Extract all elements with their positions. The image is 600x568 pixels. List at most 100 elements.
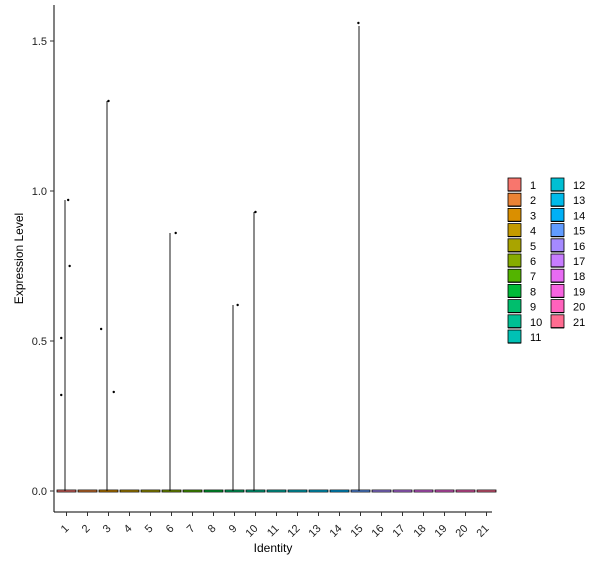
violin-19 <box>434 489 455 493</box>
violin-body <box>119 489 140 493</box>
legend-entry-18: 18 <box>550 268 585 283</box>
x-axis: 1 2 3 4 5 6 7 8 9 10 11 12 13 14 15 16 17 18 19 20 21 <box>54 511 492 540</box>
violin-14 <box>329 489 350 493</box>
legend-key <box>507 299 522 314</box>
violin-8 <box>203 489 224 493</box>
x-tick-label: 13 <box>306 523 323 540</box>
violin-body <box>182 489 203 493</box>
x-tick-label: 2 <box>80 523 93 536</box>
violin-body <box>308 489 329 493</box>
legend-label: 17 <box>573 256 585 268</box>
x-tick-label: 5 <box>143 523 156 536</box>
legend-entry-12: 12 <box>550 177 585 192</box>
violin-body <box>413 489 434 493</box>
legend-label: 15 <box>573 226 585 238</box>
legend-label: 3 <box>530 210 536 222</box>
legend-label: 16 <box>573 241 585 253</box>
x-tick-label: 14 <box>327 523 344 540</box>
legend-key <box>507 314 522 329</box>
x-tick-label: 7 <box>185 523 198 536</box>
legend-key <box>550 283 565 298</box>
legend-entry-21: 21 <box>550 314 585 329</box>
legend-key <box>550 314 565 329</box>
legend-key <box>507 177 522 192</box>
legend-key <box>507 283 522 298</box>
legend-label: 13 <box>573 195 585 207</box>
violin-12 <box>287 489 308 493</box>
x-tick-label: 4 <box>122 523 135 536</box>
legend-key <box>507 268 522 283</box>
legend-key <box>507 207 522 222</box>
data-point <box>99 327 103 331</box>
violin-body <box>224 489 245 493</box>
legend-key <box>507 329 522 344</box>
x-tick-label: 1 <box>59 523 72 536</box>
legend-key <box>550 268 565 283</box>
violin-7 <box>182 489 203 493</box>
legend-entry-2: 2 <box>507 192 536 207</box>
legend-entry-20: 20 <box>550 299 585 314</box>
violin-body <box>455 489 476 493</box>
legend-key <box>507 253 522 268</box>
legend-key <box>550 207 565 222</box>
violin-4 <box>119 489 140 493</box>
legend-key <box>507 238 522 253</box>
legend-label: 4 <box>530 226 536 238</box>
violin-10 <box>245 212 266 493</box>
violin-body <box>266 489 287 493</box>
x-tick-label: 3 <box>101 523 114 536</box>
data-point <box>60 336 63 340</box>
violin-body <box>329 489 350 493</box>
legend-entry-4: 4 <box>507 223 536 238</box>
violin-body <box>350 489 371 493</box>
data-point <box>107 99 110 103</box>
violin-body <box>392 489 413 493</box>
legend-label: 12 <box>573 180 585 192</box>
x-tick-label: 12 <box>285 523 302 540</box>
legend-label: 18 <box>573 271 585 283</box>
violin-11 <box>266 489 287 493</box>
y-tick-label: 0.5 <box>32 336 47 348</box>
data-point <box>60 393 63 397</box>
legend-label: 5 <box>530 241 536 253</box>
legend-entry-1: 1 <box>507 177 536 192</box>
violin-15 <box>350 26 371 493</box>
y-axis-title: Expression Level <box>12 213 26 304</box>
violin-3 <box>98 101 119 493</box>
violin-body <box>434 489 455 493</box>
violin-1 <box>56 200 77 493</box>
legend-label: 19 <box>573 286 585 298</box>
x-tick-label: 21 <box>474 523 491 540</box>
violin-body <box>245 489 266 493</box>
legend-label: 11 <box>530 332 541 344</box>
x-tick-label: 16 <box>369 523 386 540</box>
legend-key <box>550 299 565 314</box>
violin-13 <box>308 489 329 493</box>
x-tick-label: 9 <box>227 523 240 536</box>
legend-entry-8: 8 <box>507 283 536 298</box>
legend-key <box>507 223 522 238</box>
legend-entry-11: 11 <box>507 329 541 344</box>
violin-body <box>287 489 308 493</box>
legend-label: 10 <box>530 317 542 329</box>
legend-key <box>550 253 565 268</box>
legend-label: 1 <box>530 180 536 192</box>
violin-2 <box>77 489 98 493</box>
violin-17 <box>392 489 413 493</box>
legend-entry-17: 17 <box>550 253 585 268</box>
legend-key <box>550 223 565 238</box>
violin-9 <box>224 305 245 493</box>
x-tick-label: 6 <box>164 523 177 536</box>
legend-entry-6: 6 <box>507 253 536 268</box>
data-point <box>66 198 70 202</box>
legend-entry-13: 13 <box>550 192 585 207</box>
legend-entry-14: 14 <box>550 207 585 222</box>
legend-entry-7: 7 <box>507 268 536 283</box>
violin-body <box>77 489 98 493</box>
legend-label: 20 <box>573 302 585 314</box>
violin-body <box>203 489 224 493</box>
legend-label: 6 <box>530 256 536 268</box>
violin-20 <box>455 489 476 493</box>
